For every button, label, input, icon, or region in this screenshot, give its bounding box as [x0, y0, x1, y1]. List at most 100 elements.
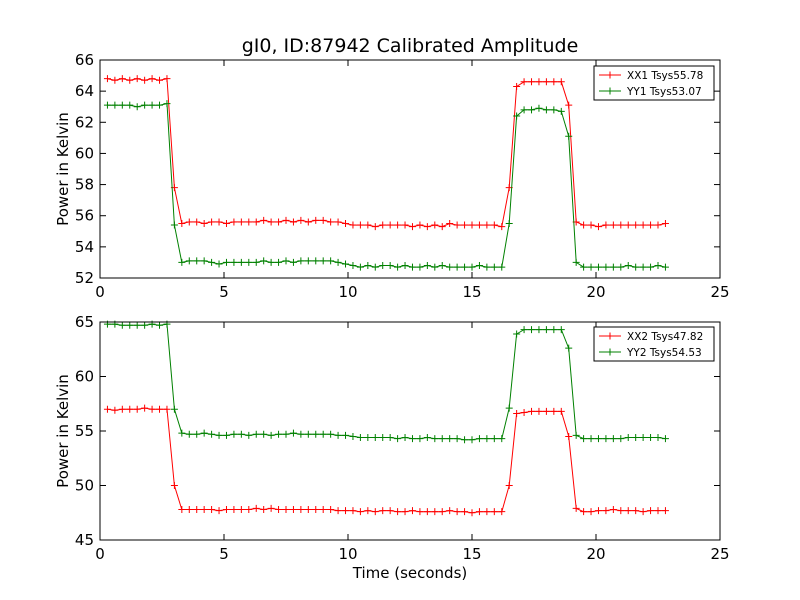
series-line	[107, 407, 666, 514]
data-point	[282, 505, 290, 513]
data-point	[356, 434, 364, 442]
data-point	[505, 482, 513, 489]
x-tick-label: 15	[462, 545, 481, 563]
axes-frame	[99, 59, 721, 279]
data-point	[349, 262, 357, 270]
legend-marker	[606, 332, 614, 340]
data-point	[118, 101, 126, 109]
data-point	[304, 505, 312, 513]
data-point	[632, 507, 640, 515]
data-point	[394, 221, 402, 229]
data-point	[275, 258, 283, 266]
series-line	[107, 78, 666, 228]
data-point	[215, 507, 223, 515]
data-point	[289, 218, 297, 226]
data-point	[624, 262, 632, 270]
y-tick-label: 60	[75, 144, 94, 162]
data-point	[654, 221, 662, 229]
data-point	[431, 221, 439, 229]
data-point	[550, 326, 558, 334]
data-point	[661, 435, 669, 443]
data-point	[141, 404, 149, 412]
data-point	[312, 505, 320, 513]
x-tick-label: 5	[219, 545, 229, 563]
data-point	[275, 505, 283, 513]
data-point	[557, 326, 565, 334]
data-point	[356, 263, 364, 271]
legend-marker	[606, 348, 614, 356]
data-point	[371, 263, 379, 271]
data-point	[572, 431, 580, 439]
data-point	[416, 263, 424, 271]
data-point	[386, 434, 394, 442]
data-point	[468, 221, 476, 229]
data-point	[639, 508, 647, 516]
data-point	[401, 508, 409, 516]
data-point	[342, 431, 350, 439]
data-point	[349, 221, 357, 229]
data-point	[208, 430, 216, 438]
data-point	[245, 431, 253, 439]
data-point	[528, 106, 536, 114]
legend: XX2 Tsys47.82 YY2 Tsys54.53	[593, 326, 715, 362]
data-point	[572, 258, 580, 266]
data-point	[208, 505, 216, 513]
data-point	[408, 263, 416, 271]
data-point	[565, 344, 573, 352]
legend-box	[593, 65, 715, 101]
data-point	[185, 218, 193, 226]
data-point	[297, 257, 305, 265]
data-point	[267, 504, 275, 512]
legend-box	[593, 326, 715, 362]
data-point	[364, 221, 372, 229]
data-point	[245, 505, 253, 513]
data-point	[126, 405, 134, 413]
data-point	[602, 221, 610, 229]
y-tick-label: 62	[75, 113, 94, 131]
data-point	[304, 430, 312, 438]
data-point	[423, 262, 431, 270]
data-point	[319, 505, 327, 513]
data-point	[647, 434, 655, 442]
data-point	[468, 263, 476, 271]
plot-panel-2: 0 5 10 15 20 25 45 50 55 60 65 Power in Kelvin XX2 T…	[54, 313, 730, 563]
data-point	[580, 263, 588, 271]
data-point	[408, 435, 416, 443]
data-point	[609, 505, 617, 513]
data-point	[252, 430, 260, 438]
data-point	[461, 436, 469, 444]
legend-marker	[606, 71, 614, 79]
data-point	[661, 263, 669, 271]
data-point	[513, 112, 521, 120]
data-point	[565, 132, 573, 140]
data-point	[193, 218, 201, 226]
data-point	[386, 262, 394, 270]
data-point	[267, 258, 275, 266]
data-point	[475, 221, 483, 229]
data-point	[483, 508, 491, 516]
data-point	[542, 326, 550, 334]
data-point	[386, 507, 394, 515]
data-point	[260, 216, 268, 224]
data-point	[453, 508, 461, 516]
data-point	[423, 223, 431, 231]
series-yy1	[103, 100, 669, 271]
y-tick-label: 54	[75, 238, 94, 256]
data-point	[193, 505, 201, 513]
data-point	[379, 262, 387, 270]
data-point	[520, 408, 528, 416]
data-point	[423, 434, 431, 442]
data-point	[632, 263, 640, 271]
data-point	[453, 263, 461, 271]
data-point	[572, 504, 580, 512]
y-tick-label: 55	[75, 422, 94, 440]
data-point	[617, 221, 625, 229]
data-point	[349, 432, 357, 440]
x-tick-label: 20	[586, 283, 605, 301]
y-tick-label: 56	[75, 207, 94, 225]
data-point	[252, 218, 260, 226]
data-point	[126, 321, 134, 329]
data-point	[394, 435, 402, 443]
data-point	[208, 218, 216, 226]
data-point	[394, 508, 402, 516]
